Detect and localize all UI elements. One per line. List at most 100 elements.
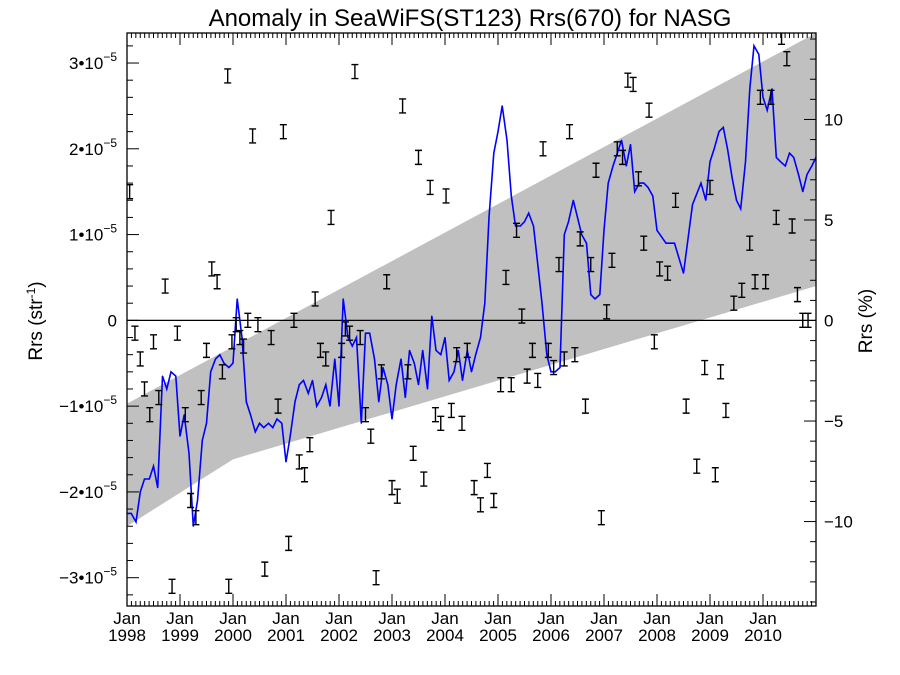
errorbar-point bbox=[550, 359, 558, 376]
series-line-point bbox=[373, 358, 376, 360]
errorbar-glyph bbox=[285, 535, 293, 552]
errorbar-glyph bbox=[778, 33, 786, 45]
series-line-point bbox=[550, 371, 552, 373]
y-left-tick-label: 2•10−5 bbox=[69, 136, 117, 159]
errorbar-glyph bbox=[788, 218, 796, 234]
errorbar-glyph bbox=[240, 338, 248, 354]
series-line-point bbox=[135, 521, 137, 523]
series-line-point bbox=[444, 336, 446, 339]
errorbar-point bbox=[571, 346, 579, 363]
x-tick-label-month: Jan bbox=[590, 609, 617, 628]
series-line-point bbox=[735, 199, 738, 201]
errorbar-point bbox=[208, 261, 216, 277]
errorbar-glyph bbox=[155, 389, 163, 406]
errorbar-glyph bbox=[372, 569, 380, 586]
x-tick-label-month: Jan bbox=[643, 609, 670, 628]
series-line-point bbox=[802, 191, 804, 193]
errorbar-point bbox=[682, 398, 690, 414]
errorbar-glyph bbox=[746, 235, 754, 251]
x-tick-label-month: Jan bbox=[378, 609, 405, 628]
series-line-point bbox=[546, 354, 548, 356]
series-line-point bbox=[749, 88, 751, 90]
series-line-point bbox=[148, 478, 150, 480]
series-line-point bbox=[249, 414, 252, 416]
errorbar-glyph bbox=[502, 269, 510, 286]
series-line-point bbox=[537, 264, 539, 266]
errorbar-glyph bbox=[150, 334, 157, 350]
series-line-point bbox=[139, 491, 141, 493]
errorbar-glyph bbox=[356, 329, 364, 346]
errorbar-point bbox=[301, 467, 309, 483]
y-left-tick-mantissa: −2•10 bbox=[59, 483, 103, 502]
errorbar-point bbox=[762, 274, 770, 290]
y-left-tick-label: 3•10−5 bbox=[69, 50, 117, 73]
errorbar-point bbox=[168, 578, 176, 594]
series-line-point bbox=[599, 294, 601, 296]
errorbar-glyph bbox=[634, 171, 642, 187]
errorbar-point bbox=[228, 334, 236, 350]
series-line-point bbox=[722, 126, 724, 128]
errorbar-point bbox=[664, 265, 672, 281]
errorbar-point bbox=[426, 179, 434, 196]
series-line-point bbox=[461, 379, 464, 382]
errorbar-point bbox=[722, 402, 730, 419]
series-line-point bbox=[612, 165, 614, 167]
series-line-point bbox=[629, 143, 632, 146]
errorbar-glyph bbox=[608, 252, 616, 269]
errorbar-glyph bbox=[756, 89, 764, 106]
errorbar-point bbox=[534, 372, 542, 389]
errorbar-glyph bbox=[346, 325, 354, 341]
series-line-point bbox=[302, 379, 305, 382]
errorbar-glyph bbox=[507, 376, 515, 393]
errorbar-point bbox=[155, 389, 163, 406]
errorbar-point bbox=[608, 252, 616, 269]
y-right-tick-label: −5 bbox=[824, 412, 843, 431]
chart-title: Anomaly in SeaWiFS(ST123) Rrs(670) for N… bbox=[209, 5, 732, 32]
errorbar-point bbox=[383, 274, 391, 290]
series-line-point bbox=[559, 366, 561, 369]
series-line-point bbox=[338, 405, 340, 407]
errorbar-point bbox=[693, 458, 701, 474]
errorbar-point bbox=[513, 222, 521, 238]
series-line-point bbox=[523, 221, 526, 223]
errorbar-point bbox=[560, 351, 568, 367]
x-tick-label-month: Jan bbox=[272, 609, 299, 628]
errorbar-point bbox=[502, 269, 510, 286]
series-line-point bbox=[360, 422, 362, 424]
errorbar-point bbox=[477, 497, 485, 513]
errorbar-point bbox=[316, 342, 324, 359]
series-line-point bbox=[298, 384, 300, 386]
series-line-point bbox=[514, 225, 517, 227]
x-tick-label-year: 2007 bbox=[585, 626, 623, 645]
series-line-point bbox=[188, 452, 190, 454]
errorbar-point bbox=[367, 428, 375, 444]
errorbar-glyph bbox=[581, 398, 589, 414]
errorbar-point bbox=[470, 479, 478, 496]
series-line-point bbox=[413, 362, 415, 364]
errorbar-glyph bbox=[463, 342, 471, 359]
series-line-point bbox=[254, 431, 256, 433]
errorbar-point bbox=[566, 123, 574, 140]
errorbar-glyph bbox=[377, 364, 385, 380]
errorbar-glyph bbox=[420, 471, 428, 487]
errorbar-glyph bbox=[534, 372, 542, 389]
errorbar-glyph bbox=[518, 308, 526, 324]
series-line-point bbox=[501, 105, 503, 107]
y-left-tick-exponent: −5 bbox=[103, 50, 117, 64]
errorbar-point bbox=[507, 376, 515, 393]
errorbar-point bbox=[431, 407, 439, 423]
errorbar-point bbox=[453, 346, 461, 363]
errorbar-glyph bbox=[338, 342, 346, 359]
errorbar-point bbox=[772, 209, 780, 226]
series-line-point bbox=[408, 349, 411, 351]
series-line-point bbox=[510, 195, 512, 197]
errorbar-glyph bbox=[311, 291, 319, 307]
errorbar-glyph bbox=[203, 342, 210, 359]
series-line-point bbox=[643, 182, 645, 184]
series-line-point bbox=[567, 221, 570, 223]
errorbar-point bbox=[706, 179, 714, 196]
errorbar-point bbox=[555, 256, 563, 273]
errorbar-glyph bbox=[613, 141, 621, 157]
series-line-point bbox=[665, 242, 667, 244]
errorbar-glyph bbox=[228, 334, 236, 350]
